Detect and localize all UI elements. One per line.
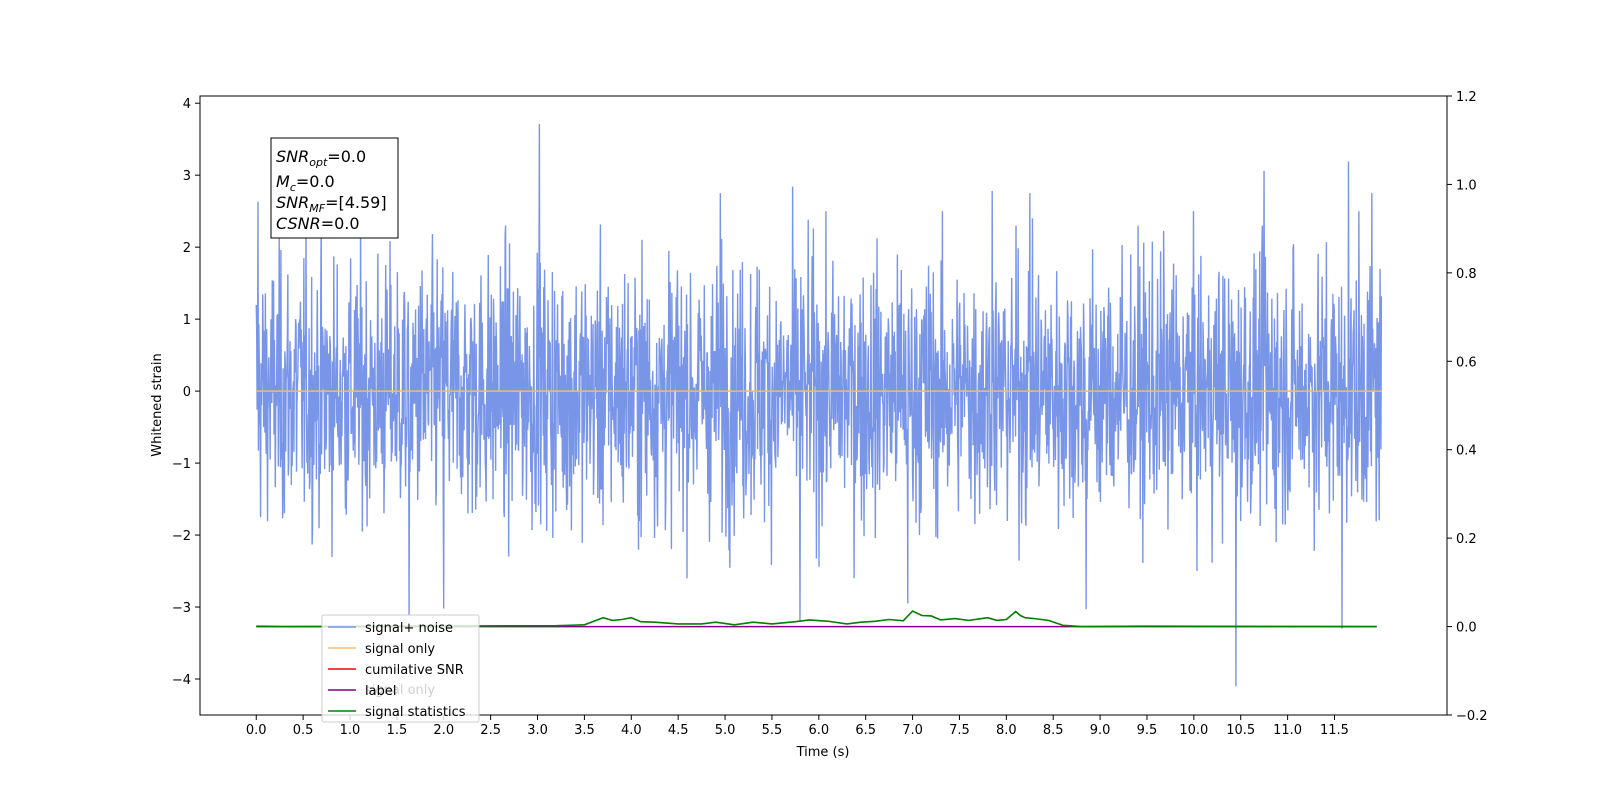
x-tick-label: 4.0	[621, 723, 642, 738]
x-axis-label: Time (s)	[796, 745, 850, 760]
y-axis-right-ticks: −0.2 0.0 0.2 0.4 0.6 0.8 1.0 1.2	[1447, 90, 1488, 724]
legend-ghost-text: signal only	[365, 683, 435, 698]
x-tick-label: 11.0	[1273, 723, 1302, 738]
y-tick-label: 2	[183, 241, 191, 256]
x-tick-label: 3.0	[527, 723, 548, 738]
legend-entries: signal+ noise signal only cumilative SNR la…	[328, 621, 466, 720]
legend-label: signal+ noise	[365, 621, 453, 636]
y-right-tick-label: 0.4	[1456, 444, 1477, 459]
annotation-csnr: CSNR=0.0	[276, 214, 360, 233]
legend-label: cumilative SNR	[365, 663, 464, 678]
signal-noise-line	[255, 124, 1383, 687]
x-tick-label: 11.5	[1320, 723, 1349, 738]
x-tick-label: 10.5	[1226, 723, 1255, 738]
y-tick-label: −2	[172, 529, 191, 544]
plot-frame	[199, 95, 1448, 716]
y-tick-label: 1	[183, 313, 191, 328]
x-tick-label: 6.0	[808, 723, 829, 738]
x-tick-label: 9.0	[1090, 723, 1111, 738]
x-tick-label: 4.5	[668, 723, 689, 738]
annotation-frame	[270, 137, 399, 239]
x-tick-label: 10.0	[1179, 723, 1208, 738]
x-tick-label: 2.0	[433, 723, 454, 738]
y-axis-label: Whitened strain	[150, 353, 165, 456]
y-tick-label: −3	[172, 601, 191, 616]
y-right-tick-label: 0.6	[1456, 355, 1477, 370]
y-right-tick-label: −0.2	[1456, 709, 1488, 724]
y-tick-label: 0	[183, 385, 191, 400]
legend-label: signal statistics	[365, 705, 466, 720]
x-tick-label: 7.5	[949, 723, 970, 738]
y-right-tick-label: 0.2	[1456, 532, 1477, 547]
x-tick-label: 9.5	[1137, 723, 1158, 738]
x-tick-label: 6.5	[855, 723, 876, 738]
x-tick-label: 8.5	[1043, 723, 1064, 738]
annotation-snr-opt: SNRopt=0.0	[276, 147, 366, 169]
x-tick-label: 2.5	[480, 723, 501, 738]
y-tick-label: 4	[183, 97, 191, 112]
x-tick-label: 7.0	[902, 723, 923, 738]
annotation-snr-mf: SNRMF=[4.59]	[276, 193, 387, 215]
annotation-box: SNRopt=0.0 Mc=0.0 SNRMF=[4.59] CSNR=0.0	[270, 137, 399, 239]
legend-frame	[321, 614, 480, 723]
series-signal-noise	[255, 124, 1383, 687]
x-tick-label: 0.5	[293, 723, 314, 738]
x-tick-label: 5.0	[715, 723, 736, 738]
y-right-tick-label: 1.2	[1456, 90, 1477, 105]
x-tick-label: 8.0	[996, 723, 1017, 738]
x-tick-label: 0.0	[246, 723, 267, 738]
x-tick-label: 1.0	[340, 723, 361, 738]
x-axis-ticks: 0.0 0.5 1.0 1.5 2.0 2.5 3.0 3.5 4.0 4.5 5.0 5.5 6.0 6…	[246, 715, 1349, 738]
y-tick-label: −4	[172, 673, 191, 688]
x-tick-label: 3.5	[574, 723, 595, 738]
y-tick-label: −1	[172, 457, 191, 472]
y-right-tick-label: 1.0	[1456, 178, 1477, 193]
x-tick-label: 1.5	[387, 723, 408, 738]
legend-label: label	[365, 684, 396, 699]
signal-statistics-line	[256, 610, 1377, 628]
y-axis-left-ticks: −4 −3 −2 −1 0 1 2 3 4	[172, 97, 200, 688]
y-right-tick-label: 0.8	[1456, 267, 1477, 282]
x-tick-label: 5.5	[762, 723, 783, 738]
y-right-tick-label: 0.0	[1456, 621, 1477, 636]
legend-label: signal only	[365, 642, 435, 657]
annotation-mc: Mc=0.0	[276, 172, 335, 194]
legend: signal only signal+ noise signal only cumi…	[321, 614, 480, 723]
y-tick-label: 3	[183, 169, 191, 184]
